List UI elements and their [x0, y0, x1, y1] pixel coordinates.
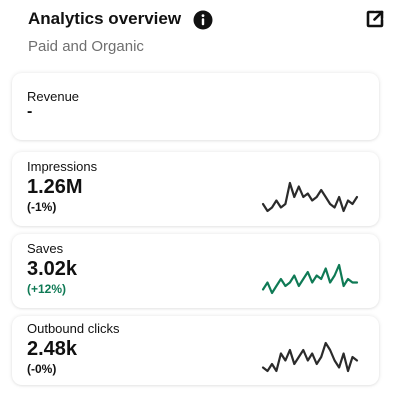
metric-label: Saves	[27, 241, 64, 256]
metric-change: (+12%)	[27, 282, 67, 296]
panel-header: Analytics overview	[28, 8, 386, 32]
outbound-clicks-sparkline	[261, 341, 359, 373]
outbound-clicks-card[interactable]: Outbound clicks 2.48k (-0%)	[12, 316, 379, 385]
revenue-card[interactable]: Revenue -	[12, 73, 379, 140]
impressions-card[interactable]: Impressions 1.26M (-1%)	[12, 152, 379, 226]
sparkline-trend-line	[261, 341, 359, 373]
metric-change: (-1%)	[27, 200, 57, 214]
sparkline-trend-line	[261, 181, 359, 213]
metric-change: (-0%)	[27, 362, 57, 376]
metric-value: -	[27, 103, 33, 120]
sparkline-trend-line	[261, 263, 359, 295]
saves-sparkline	[261, 263, 359, 295]
metric-value: 2.48k	[27, 338, 78, 360]
metric-value: 3.02k	[27, 258, 78, 280]
open-external-icon[interactable]	[366, 10, 384, 28]
info-icon[interactable]	[193, 10, 213, 30]
saves-card[interactable]: Saves 3.02k (+12%)	[12, 234, 379, 308]
page-subtitle: Paid and Organic	[28, 38, 144, 55]
metric-label: Impressions	[27, 159, 98, 174]
metric-label: Revenue	[27, 89, 80, 104]
impressions-sparkline	[261, 181, 359, 213]
page-title: Analytics overview	[28, 9, 182, 28]
metric-label: Outbound clicks	[27, 321, 120, 336]
metric-value: 1.26M	[27, 176, 83, 198]
